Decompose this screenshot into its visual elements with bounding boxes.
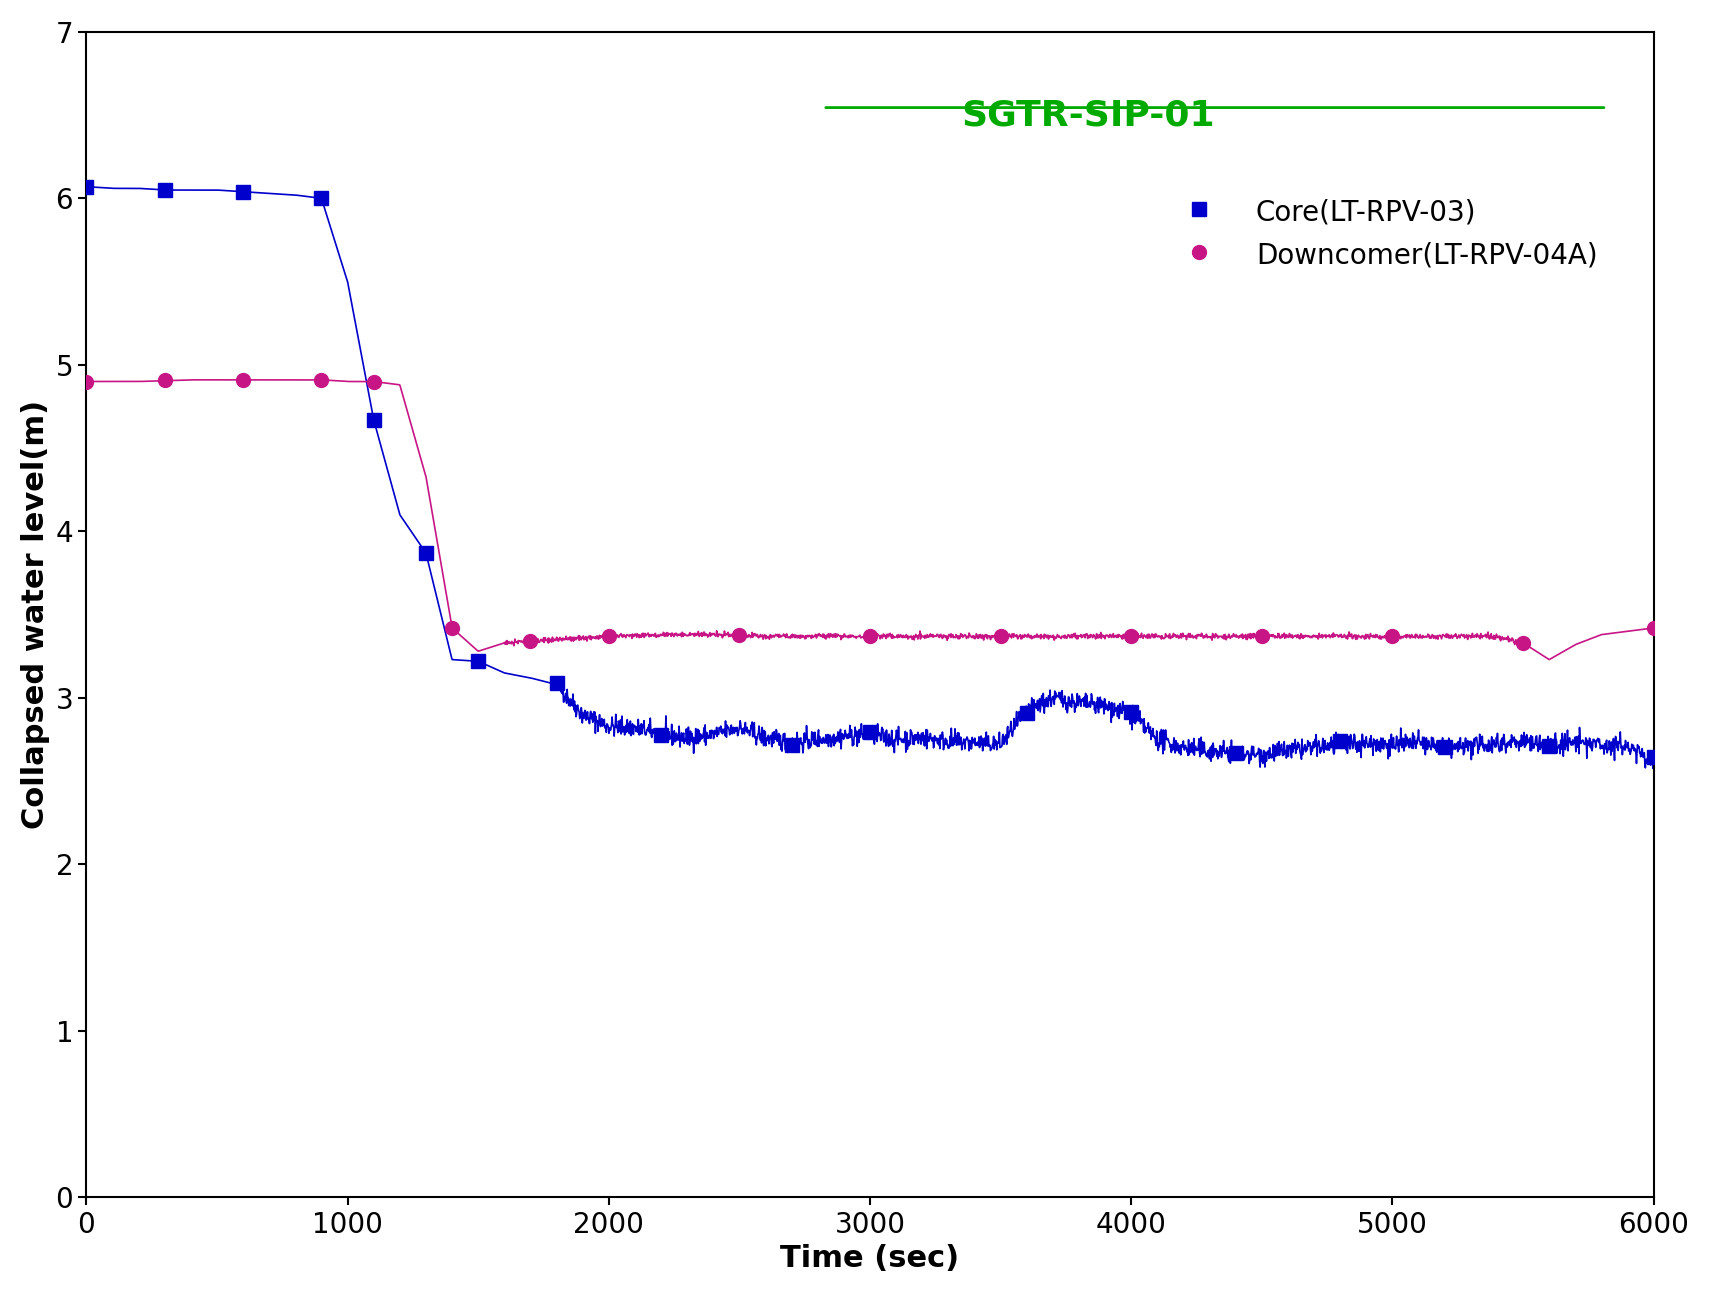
Core(LT-RPV-03) bbox=[652, 727, 672, 743]
Downcomer(LT-RPV-04A) bbox=[441, 620, 462, 635]
Core(LT-RPV-03) bbox=[860, 723, 881, 739]
Core(LT-RPV-03) bbox=[311, 190, 332, 206]
Core(LT-RPV-03) bbox=[154, 182, 174, 198]
Core(LT-RPV-03) bbox=[545, 675, 566, 691]
Downcomer(LT-RPV-04A) bbox=[154, 373, 174, 388]
Downcomer(LT-RPV-04A) bbox=[1513, 635, 1534, 651]
Line: Downcomer(LT-RPV-04A): Downcomer(LT-RPV-04A) bbox=[79, 373, 1660, 650]
Downcomer(LT-RPV-04A) bbox=[520, 634, 540, 650]
Core(LT-RPV-03) bbox=[469, 653, 489, 669]
Core(LT-RPV-03) bbox=[1435, 739, 1455, 754]
Legend: Core(LT-RPV-03), Downcomer(LT-RPV-04A): Core(LT-RPV-03), Downcomer(LT-RPV-04A) bbox=[1153, 185, 1609, 281]
Downcomer(LT-RPV-04A) bbox=[311, 373, 332, 388]
Core(LT-RPV-03) bbox=[233, 184, 253, 199]
Downcomer(LT-RPV-04A) bbox=[1122, 629, 1142, 644]
Core(LT-RPV-03) bbox=[1016, 705, 1036, 721]
Downcomer(LT-RPV-04A) bbox=[1382, 629, 1402, 644]
Core(LT-RPV-03) bbox=[1643, 749, 1664, 765]
Core(LT-RPV-03) bbox=[1539, 738, 1560, 753]
Core(LT-RPV-03) bbox=[364, 411, 385, 427]
Y-axis label: Collapsed water level(m): Collapsed water level(m) bbox=[21, 400, 50, 829]
Downcomer(LT-RPV-04A) bbox=[1643, 620, 1664, 635]
Downcomer(LT-RPV-04A) bbox=[860, 629, 881, 644]
Downcomer(LT-RPV-04A) bbox=[728, 628, 749, 643]
Downcomer(LT-RPV-04A) bbox=[233, 373, 253, 388]
Core(LT-RPV-03) bbox=[1122, 704, 1142, 719]
X-axis label: Time (sec): Time (sec) bbox=[780, 1244, 959, 1273]
Core(LT-RPV-03) bbox=[75, 179, 96, 194]
Downcomer(LT-RPV-04A) bbox=[990, 629, 1011, 644]
Line: Core(LT-RPV-03): Core(LT-RPV-03) bbox=[79, 180, 1660, 763]
Core(LT-RPV-03) bbox=[416, 546, 436, 562]
Downcomer(LT-RPV-04A) bbox=[364, 374, 385, 389]
Core(LT-RPV-03) bbox=[1330, 734, 1351, 749]
Downcomer(LT-RPV-04A) bbox=[598, 629, 619, 644]
Core(LT-RPV-03) bbox=[1226, 745, 1247, 761]
Text: SGTR-SIP-01: SGTR-SIP-01 bbox=[961, 98, 1214, 132]
Downcomer(LT-RPV-04A) bbox=[75, 374, 96, 389]
Core(LT-RPV-03) bbox=[781, 738, 802, 753]
Downcomer(LT-RPV-04A) bbox=[1252, 629, 1272, 644]
